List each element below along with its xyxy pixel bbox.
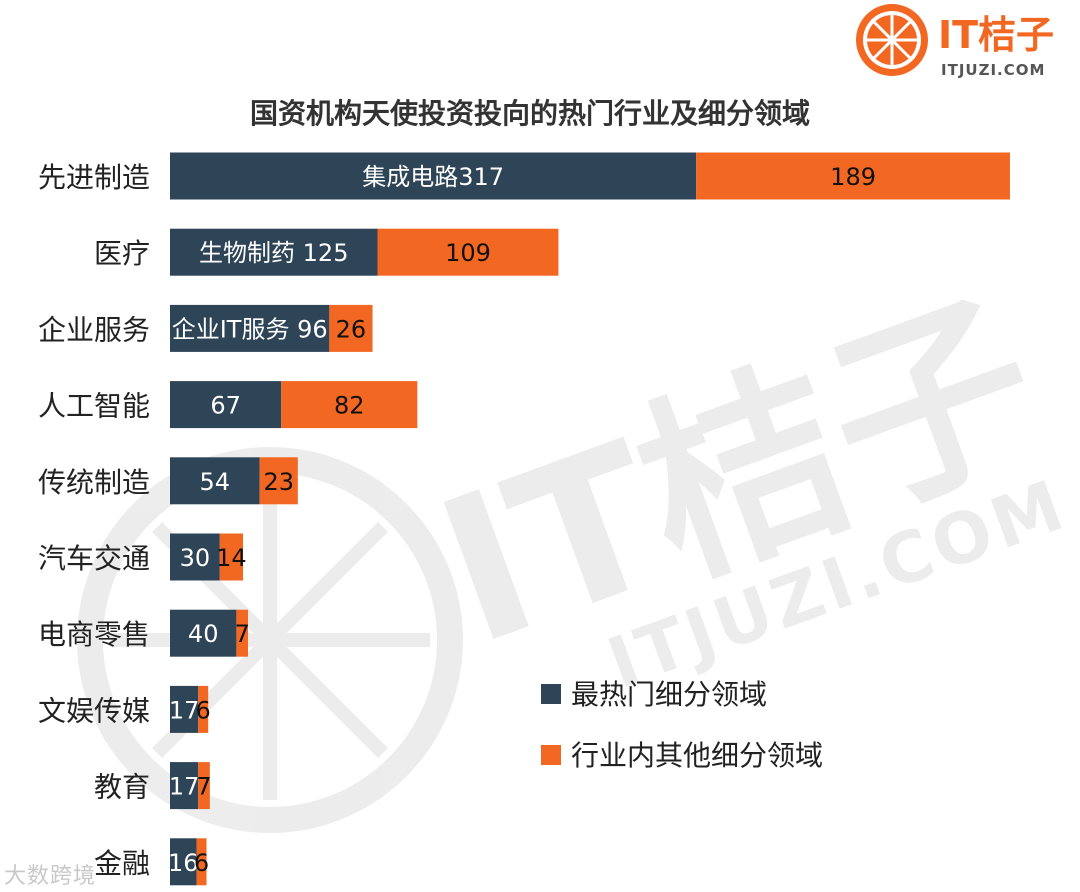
orange-slice-icon (856, 4, 928, 76)
bar-segment (329, 304, 373, 352)
category-label: 医疗 (94, 237, 150, 270)
category-label: 文娱传媒 (38, 694, 150, 727)
itjuzi-logo: IT桔子 ITJUZI.COM (856, 4, 1054, 79)
bar-segment (259, 457, 298, 505)
category-label: 教育 (94, 771, 150, 804)
bar-segment (170, 838, 197, 886)
bar-segment (198, 685, 209, 733)
bar-segment (198, 762, 210, 810)
category-label: 先进制造 (38, 161, 150, 194)
bar-segment (377, 228, 559, 276)
data-label: 189 (830, 163, 876, 191)
bar-segment (196, 838, 207, 886)
category-label: 金融 (94, 847, 150, 880)
bar-segment (170, 152, 697, 200)
data-label: 企业IT服务 96 (172, 315, 328, 343)
source-watermark: 大数跨境 (4, 864, 97, 889)
data-label: 82 (334, 392, 365, 420)
data-label: 109 (445, 239, 491, 267)
chart-title: 国资机构天使投资投向的热门行业及细分领域 (249, 97, 810, 130)
category-label: 电商零售 (38, 618, 150, 651)
category-label: 人工智能 (38, 390, 150, 423)
data-label: 生物制药 125 (199, 239, 348, 267)
bar-segment (170, 685, 199, 733)
data-label: 23 (263, 468, 294, 496)
category-label: 企业服务 (38, 313, 150, 346)
data-label: 67 (210, 392, 241, 420)
bar-segment (170, 228, 378, 276)
data-label: 集成电路317 (362, 163, 504, 191)
legend-swatch (541, 745, 561, 765)
data-label: 26 (336, 315, 367, 343)
bar-segment (170, 533, 220, 581)
data-label: 40 (188, 620, 219, 648)
data-label: 54 (200, 468, 231, 496)
data-label: 17 (169, 696, 200, 724)
bar-segment (170, 381, 282, 429)
category-label: 传统制造 (38, 466, 150, 499)
bar-segment (170, 457, 260, 505)
logo-domain: ITJUZI.COM (941, 61, 1045, 79)
data-label: 6 (196, 696, 211, 724)
data-label: 30 (180, 544, 211, 572)
legend-label: 行业内其他细分领域 (571, 739, 823, 772)
bar-segment (170, 304, 330, 352)
data-label: 7 (196, 773, 211, 801)
data-label: 7 (235, 620, 250, 648)
bar-segment (170, 609, 237, 657)
category-label: 汽车交通 (38, 542, 150, 575)
bar-segment (170, 762, 199, 810)
legend-swatch (541, 684, 561, 704)
data-label: 14 (216, 544, 247, 572)
logo-wordmark: IT桔子 (938, 13, 1054, 57)
bar-segment (696, 152, 1010, 200)
bar-segment (236, 609, 249, 657)
data-label: 17 (169, 773, 200, 801)
data-label: 6 (194, 849, 209, 877)
data-label: 16 (168, 849, 199, 877)
bar-segment (219, 533, 244, 581)
legend-label: 最热门细分领域 (571, 678, 767, 711)
bar-segment (281, 381, 418, 429)
